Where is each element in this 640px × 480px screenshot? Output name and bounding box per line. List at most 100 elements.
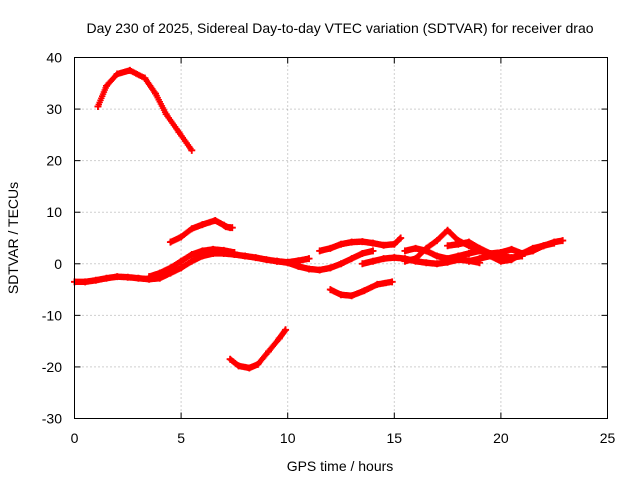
data-point <box>228 224 236 232</box>
data-point <box>360 287 368 295</box>
x-tick-label: 5 <box>177 430 185 446</box>
data-point <box>497 248 505 256</box>
data-point <box>559 237 567 245</box>
data-point <box>358 249 366 257</box>
data-point <box>188 146 196 154</box>
data-point <box>444 255 452 263</box>
x-tick-label: 15 <box>387 430 403 446</box>
x-tick-label: 10 <box>280 430 296 446</box>
data-point <box>124 273 132 281</box>
data-point <box>397 234 405 242</box>
x-tick-label: 25 <box>600 430 616 446</box>
data-point <box>226 355 234 363</box>
data-point <box>369 247 377 255</box>
data-point <box>337 240 345 248</box>
series-arc-6 <box>145 245 238 281</box>
data-point <box>508 245 516 253</box>
series-arc-9 <box>358 254 484 268</box>
data-point <box>113 70 121 78</box>
data-point <box>540 242 548 250</box>
series-arc-1 <box>94 66 196 154</box>
data-point <box>265 347 273 355</box>
data-point <box>294 262 302 270</box>
y-tick-label: 30 <box>46 101 62 117</box>
data-point <box>166 264 174 272</box>
data-point <box>380 255 388 263</box>
data-point <box>275 335 283 343</box>
data-point <box>326 264 334 272</box>
data-point <box>188 251 196 259</box>
data-point <box>465 238 473 246</box>
data-point <box>326 244 334 252</box>
data-point <box>92 276 100 284</box>
series-arc-7 <box>273 247 377 274</box>
data-point <box>444 226 452 234</box>
grid <box>74 57 608 419</box>
data-point <box>235 362 243 370</box>
series-arc-8 <box>316 234 405 255</box>
data-point <box>94 102 102 110</box>
data-point <box>529 244 537 252</box>
data-point <box>209 245 217 253</box>
y-tick-label: 40 <box>46 50 62 66</box>
data-point <box>550 239 558 247</box>
y-tick-label: -20 <box>42 359 62 375</box>
x-tick-label: 0 <box>71 430 79 446</box>
data-point <box>433 260 441 268</box>
data-point <box>369 239 377 247</box>
plot-frame <box>74 57 608 419</box>
data-point <box>188 257 196 265</box>
data-point <box>476 255 484 263</box>
data-point <box>305 255 313 263</box>
data-point <box>241 252 249 260</box>
data-point <box>401 247 409 255</box>
data-point <box>326 286 334 294</box>
series-arc-2 <box>166 216 236 246</box>
data-point <box>358 238 366 246</box>
data-point <box>81 278 89 286</box>
data-point <box>412 244 420 252</box>
data-point <box>401 257 409 265</box>
data-point <box>433 252 441 260</box>
data-point <box>390 254 398 262</box>
x-tick-label: 20 <box>493 430 509 446</box>
axis-ticks: 0 5 10 15 20 25 -30 -20 -10 0 10 20 30 40 <box>42 50 616 447</box>
data-point <box>358 260 366 268</box>
data-point <box>305 265 313 273</box>
data-point <box>316 266 324 274</box>
data-point <box>175 128 183 136</box>
y-tick-label: -30 <box>42 411 62 427</box>
data-point <box>465 249 473 257</box>
data-point <box>220 246 228 254</box>
data-point <box>497 257 505 265</box>
data-point <box>262 256 270 264</box>
data-point <box>230 248 238 256</box>
data-point <box>444 242 452 250</box>
y-tick-label: -10 <box>42 307 62 323</box>
data-point <box>245 364 253 372</box>
data-point <box>486 252 494 260</box>
data-point <box>198 221 206 229</box>
data-point <box>348 255 356 263</box>
series-arc-3 <box>226 326 290 372</box>
data-point <box>273 257 281 265</box>
data-point <box>508 256 516 264</box>
data-point <box>348 292 356 300</box>
data-point <box>162 110 170 118</box>
data-point <box>102 82 110 90</box>
data-point <box>254 360 262 368</box>
data-point <box>141 74 149 82</box>
data-point <box>284 259 292 267</box>
data-point <box>465 257 473 265</box>
data-point <box>373 280 381 288</box>
series-arc-4 <box>326 278 396 300</box>
data-point <box>454 240 462 248</box>
data-point <box>422 259 430 267</box>
data-point <box>166 238 174 246</box>
data-point <box>177 257 185 265</box>
data-point <box>145 273 153 281</box>
data-point <box>198 247 206 255</box>
data-point <box>102 274 110 282</box>
chart-title: Day 230 of 2025, Sidereal Day-to-day VTE… <box>86 20 593 36</box>
